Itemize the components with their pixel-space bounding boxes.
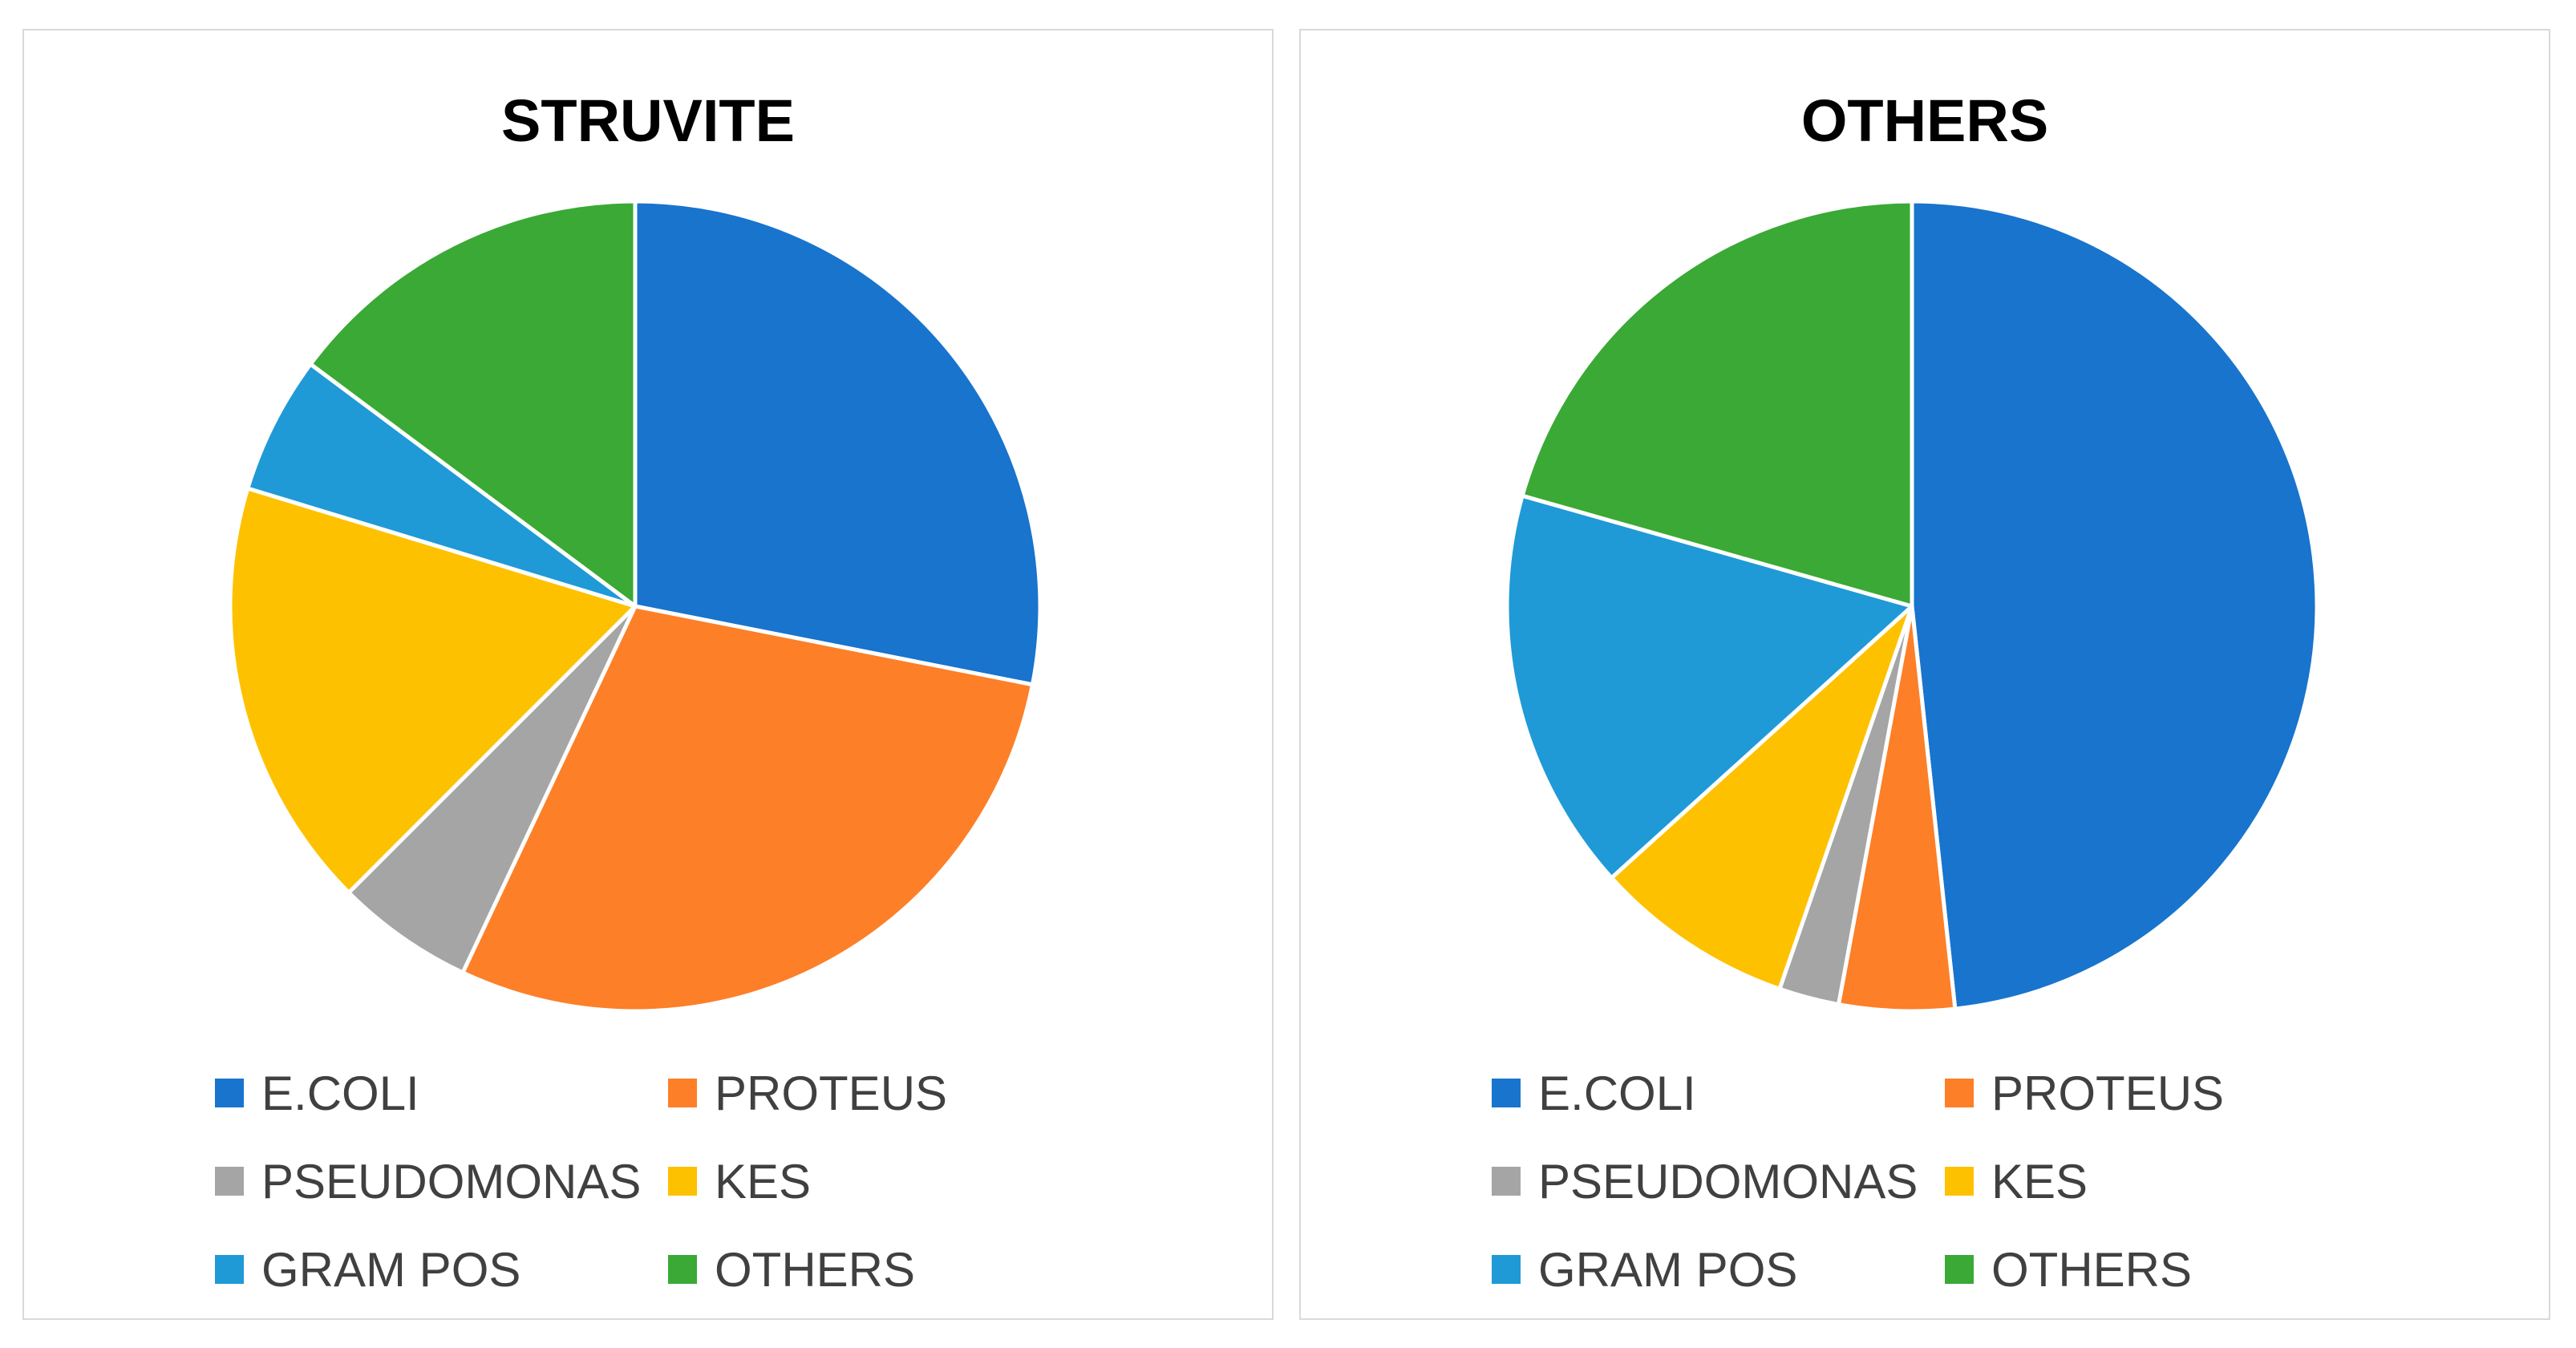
pie-chart-struvite — [228, 199, 1043, 1014]
legend-item-pseudomonas: PSEUDOMONAS — [215, 1137, 668, 1225]
chart-title: STRUVITE — [501, 87, 795, 154]
pie-slice-e-coli — [1910, 199, 2319, 1011]
legend-label: OTHERS — [715, 1242, 916, 1297]
legend-label: OTHERS — [1991, 1242, 2193, 1297]
legend-swatch — [668, 1167, 697, 1196]
chart-panel-struvite: STRUVITE E.COLI PROTEUS PSEUDOMONAS KES GRAM… — [22, 29, 1274, 1320]
legend-swatch — [668, 1255, 697, 1284]
pie-chart-others — [1505, 199, 2319, 1014]
legend-label: E.COLI — [261, 1066, 419, 1120]
legend-label: KES — [1991, 1154, 2088, 1208]
legend-item-e-coli: E.COLI — [1492, 1049, 1945, 1137]
legend-item-gram-pos: GRAM POS — [215, 1225, 668, 1314]
pie-slice-gram-pos — [245, 362, 638, 609]
legend-item-pseudomonas: PSEUDOMONAS — [1492, 1137, 1945, 1225]
legend-item-proteus: PROTEUS — [1945, 1049, 2374, 1137]
legend-item-kes: KES — [668, 1137, 1097, 1225]
legend-label: KES — [715, 1154, 812, 1208]
pie-slice-kes — [1609, 604, 1914, 991]
pie-slice-e-coli — [633, 199, 1043, 687]
legend-swatch — [1945, 1079, 1974, 1107]
legend-label: GRAM POS — [261, 1242, 521, 1297]
legend-swatch — [1945, 1255, 1974, 1284]
legend-item-kes: KES — [1945, 1137, 2374, 1225]
legend-label: PSEUDOMONAS — [1538, 1154, 1918, 1208]
legend-item-gram-pos: GRAM POS — [1492, 1225, 1945, 1314]
pie-slice-kes — [228, 486, 638, 895]
legend-swatch — [215, 1255, 244, 1284]
legend-swatch — [1492, 1079, 1521, 1107]
legend-item-proteus: PROTEUS — [668, 1049, 1097, 1137]
legend-label: E.COLI — [1538, 1066, 1696, 1120]
chart-title: OTHERS — [1800, 87, 2049, 154]
legend-swatch — [1945, 1167, 1974, 1196]
pie-slice-proteus — [460, 604, 1035, 1014]
pie-slice-gram-pos — [1505, 493, 1914, 880]
pie-slice-others — [1520, 199, 1914, 609]
legend-item-others: OTHERS — [668, 1225, 1097, 1314]
legend-swatch — [668, 1079, 697, 1107]
pie-slice-pseudomonas — [346, 604, 638, 975]
legend-item-others: OTHERS — [1945, 1225, 2374, 1314]
legend-swatch — [1492, 1255, 1521, 1284]
legend-item-e-coli: E.COLI — [215, 1049, 668, 1137]
chart-panel-others: OTHERS E.COLI PROTEUS PSEUDOMONAS KES GRAM P… — [1299, 29, 2550, 1320]
pie-slice-others — [308, 199, 638, 609]
legend-swatch — [1492, 1167, 1521, 1196]
legend-swatch — [215, 1167, 244, 1196]
legend-label: GRAM POS — [1538, 1242, 1798, 1297]
legend-label: PSEUDOMONAS — [261, 1154, 642, 1208]
legend-label: PROTEUS — [715, 1066, 948, 1120]
legend-swatch — [215, 1079, 244, 1107]
legend-label: PROTEUS — [1991, 1066, 2225, 1120]
legend: E.COLI PROTEUS PSEUDOMONAS KES GRAM POS OTHER… — [215, 1049, 1097, 1314]
legend: E.COLI PROTEUS PSEUDOMONAS KES GRAM POS OTHER… — [1492, 1049, 2374, 1314]
